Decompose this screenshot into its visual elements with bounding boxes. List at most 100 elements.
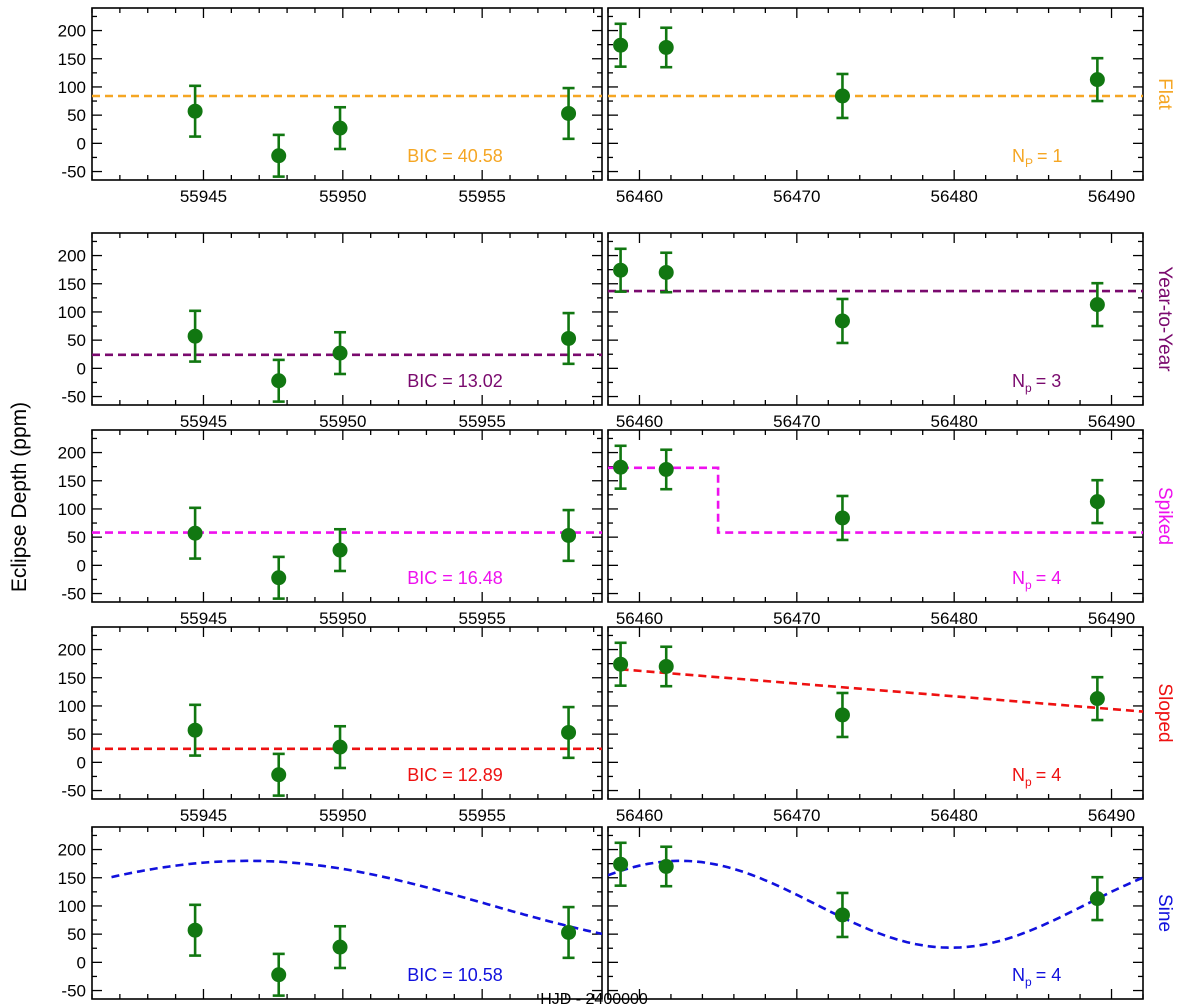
model-name-label: Spiked (1154, 487, 1175, 545)
data-point (187, 903, 203, 957)
data-marker (658, 39, 674, 55)
np-label: Np = 4 (1012, 965, 1061, 989)
np-label-base: N (1012, 765, 1025, 785)
data-point (271, 133, 287, 178)
x-tick-label: 56460 (616, 412, 663, 431)
data-marker (1089, 297, 1105, 313)
panel-frame (91, 232, 603, 406)
x-tick-label: 55955 (459, 609, 506, 628)
data-point (561, 86, 577, 141)
x-tick-label: 56460 (616, 806, 663, 825)
model-name-label: Sine (1154, 894, 1175, 932)
panel-frame (607, 826, 1144, 1000)
panel-frame (91, 626, 603, 800)
data-point (561, 905, 577, 960)
model-layer (620, 668, 1143, 713)
data-point (271, 752, 287, 797)
data-marker (834, 707, 850, 723)
np-label-subscript: p (1025, 975, 1032, 989)
model-name-label: Year-to-Year (1154, 266, 1175, 372)
data-point (613, 641, 629, 687)
data-point (271, 358, 287, 403)
data-marker (658, 461, 674, 477)
data-marker (561, 724, 577, 740)
panel-left-spiked: 55945 55950 55955 -50 0 50 100 150 200 BIC = 16.4… (58, 429, 603, 628)
x-tick-label: 56490 (1088, 187, 1135, 206)
data-marker (187, 722, 203, 738)
np-label-subscript: p (1025, 578, 1032, 592)
data-point (834, 494, 850, 542)
y-tick-label: -50 (61, 388, 86, 407)
np-label: NP = 1 (1012, 146, 1063, 170)
y-tick-label: 0 (77, 953, 86, 972)
bic-label: BIC = 40.58 (407, 146, 503, 166)
x-tick-label: 56460 (616, 187, 663, 206)
x-tick-label: 55950 (319, 609, 366, 628)
x-tick-label: 55950 (319, 412, 366, 431)
data-point (834, 691, 850, 739)
bic-label: BIC = 10.58 (407, 965, 503, 985)
x-tick-label: 55955 (459, 187, 506, 206)
np-label: Np = 3 (1012, 371, 1061, 395)
y-tick-label: 150 (58, 275, 86, 294)
data-point (658, 845, 674, 888)
y-tick-label: 100 (58, 697, 86, 716)
data-marker (613, 37, 629, 53)
data-point (834, 72, 850, 120)
data-marker (561, 924, 577, 940)
panel-frame (607, 7, 1144, 181)
data-point (658, 251, 674, 294)
y-tick-label: 100 (58, 303, 86, 322)
np-label-value: = 3 (1036, 371, 1062, 391)
data-marker (561, 105, 577, 121)
data-marker (332, 739, 348, 755)
panel-frame (91, 7, 603, 181)
data-point (271, 555, 287, 600)
x-tick-label: 56480 (931, 806, 978, 825)
y-tick-label: -50 (61, 163, 86, 182)
data-marker (834, 510, 850, 526)
y-tick-label: 0 (77, 556, 86, 575)
data-point (834, 297, 850, 345)
data-point (561, 508, 577, 563)
x-tick-label: 55945 (180, 609, 227, 628)
np-label-value: = 4 (1036, 765, 1062, 785)
y-tick-label: 150 (58, 869, 86, 888)
x-tick-label: 56470 (773, 609, 820, 628)
np-label-subscript: p (1025, 381, 1032, 395)
y-tick-label: 100 (58, 500, 86, 519)
data-point (1089, 56, 1105, 103)
data-point (187, 506, 203, 560)
data-point (613, 22, 629, 68)
data-marker (1089, 494, 1105, 510)
data-marker (1089, 691, 1105, 707)
data-point (834, 891, 850, 939)
data-point (561, 705, 577, 760)
y-tick-label: 0 (77, 359, 86, 378)
np-label-base: N (1012, 146, 1025, 166)
data-marker (613, 656, 629, 672)
panel-frame (607, 429, 1144, 603)
y-tick-label: -50 (61, 782, 86, 801)
y-axis-label: Eclipse Depth (ppm) (8, 402, 31, 592)
x-tick-label: 55945 (180, 187, 227, 206)
data-point (658, 645, 674, 688)
np-label-base: N (1012, 568, 1025, 588)
x-axis-label: HJD - 2400000 (540, 991, 648, 1007)
data-point (332, 924, 348, 970)
data-marker (332, 939, 348, 955)
bic-label: BIC = 12.89 (407, 765, 503, 785)
data-point (332, 330, 348, 376)
data-marker (332, 345, 348, 361)
data-marker (658, 658, 674, 674)
y-tick-label: 150 (58, 472, 86, 491)
x-tick-label: 56480 (931, 609, 978, 628)
panel-right-year-to-year: 56460 56470 56480 56490 Np = 3 Year-to-Year (607, 232, 1175, 431)
data-point (561, 311, 577, 366)
data-point (613, 444, 629, 490)
data-marker (332, 120, 348, 136)
panel-left-sloped: 55945 55950 55955 -50 0 50 100 150 200 BIC = 12.8… (58, 626, 603, 825)
x-tick-label: 56470 (773, 187, 820, 206)
data-marker (271, 373, 287, 389)
